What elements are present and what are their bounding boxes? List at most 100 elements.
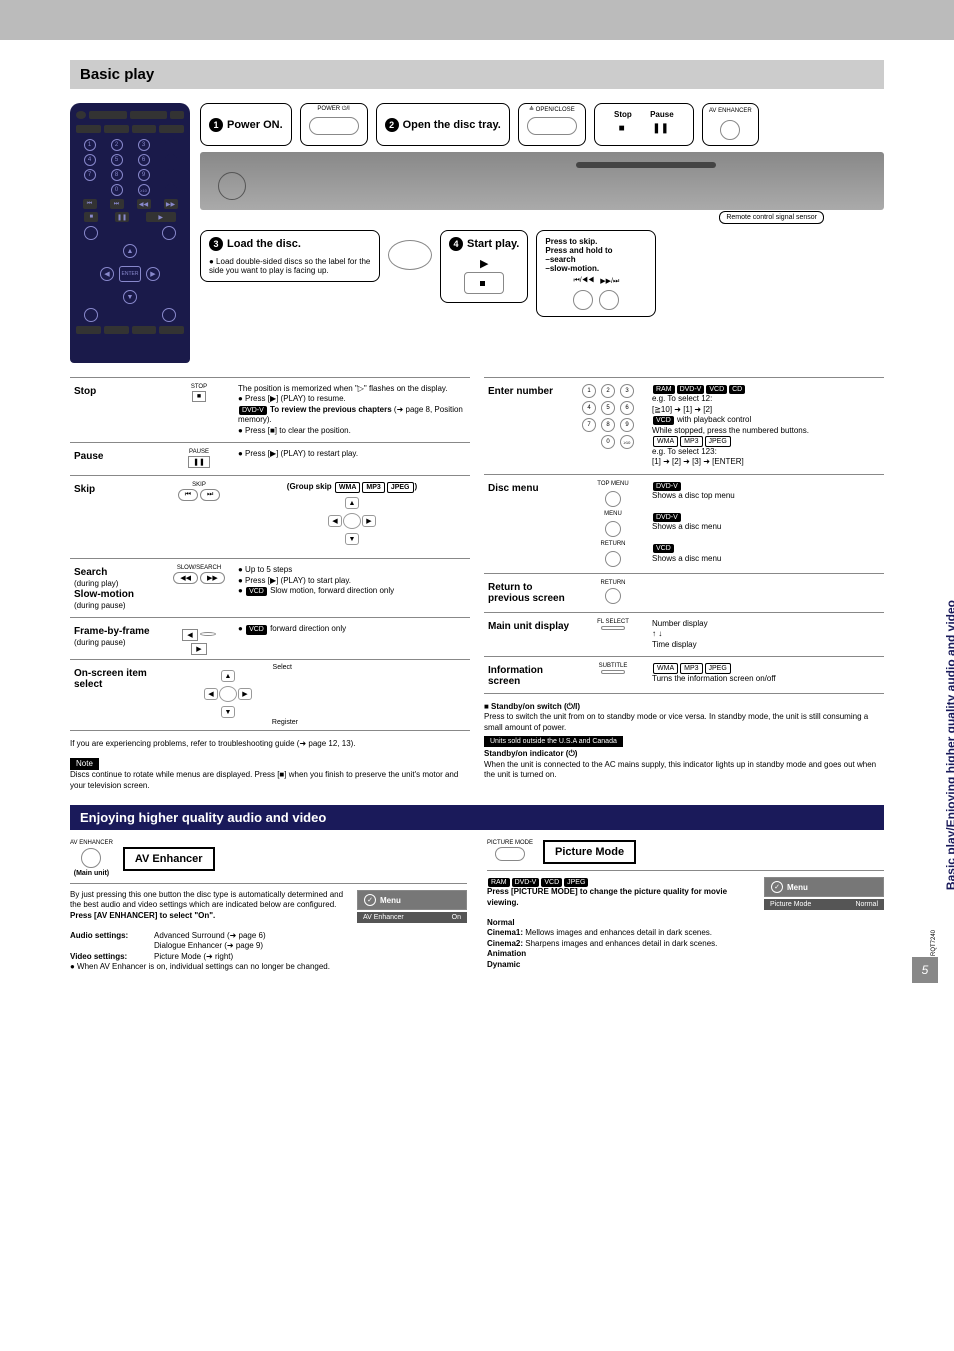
page-title: Basic play — [70, 60, 884, 89]
fl-select-button[interactable] — [601, 626, 625, 630]
main-unit-label: (Main unit) — [70, 870, 113, 877]
select-label: Select — [273, 664, 292, 671]
number-pad[interactable]: 123 456 789 0≥10 — [582, 384, 644, 449]
slow-label: –slow-motion. — [545, 264, 647, 273]
step-3-number: 3 — [209, 237, 223, 251]
return-screen-button[interactable] — [605, 588, 621, 604]
pic-dynamic: Dynamic — [487, 960, 884, 970]
header-bar — [0, 0, 954, 40]
row-onscreen-label: On-screen item select — [74, 666, 160, 690]
stop-btn-icon[interactable]: ■ — [192, 391, 206, 402]
power-button-label: POWER ⏻/I — [309, 106, 359, 113]
av-menu-row: AV EnhancerOn — [357, 912, 467, 923]
standby-switch-text: Press to switch the unit from on to stan… — [484, 712, 884, 733]
video-settings-value: Picture Mode (➜ right) — [154, 952, 233, 962]
page-content: Basic play 123 456 789 0≥10 ⏮⏭◀◀▶▶ ■❚❚▶ … — [0, 40, 954, 993]
stop-btn-label: STOP — [168, 384, 230, 390]
row-info-label: Information screen — [488, 663, 574, 687]
troubleshoot-note: If you are experiencing problems, refer … — [70, 739, 470, 749]
step-4-title: Start play. — [467, 238, 519, 250]
search-fwd-icon[interactable]: ▶▶ — [200, 572, 225, 584]
step-2-title: Open the disc tray. — [403, 119, 501, 131]
skip-instruction: Press to skip. — [545, 237, 647, 246]
pause-label: Pause — [650, 110, 674, 119]
play-button[interactable]: • — [464, 272, 504, 294]
row-skip-label: Skip — [74, 482, 160, 495]
region-badge: Units sold outside the U.S.A and Canada — [484, 736, 623, 747]
skip-prev-icon[interactable]: ⏮ — [178, 489, 198, 501]
return-button[interactable] — [605, 551, 621, 567]
standby-switch-heading: ■ Standby/on switch (⏻/I) — [484, 702, 884, 712]
search-label: –search — [545, 255, 647, 264]
search-rev-icon[interactable]: ◀◀ — [173, 572, 198, 584]
pic-feature-title: Picture Mode — [543, 840, 636, 864]
search-desc: ● Up to 5 steps● Press [▶] (PLAY) to sta… — [238, 565, 466, 596]
step-4-number: 4 — [449, 237, 463, 251]
pic-btn-label: PICTURE MODE — [487, 840, 533, 846]
step-1-number: 1 — [209, 118, 223, 132]
av-desc: By just pressing this one button the dis… — [70, 890, 343, 909]
pic-menu-row: Picture ModeNormal — [764, 899, 884, 910]
video-settings-label: Video settings: — [70, 952, 150, 962]
step-3-note: ● Load double-sided discs so the label f… — [209, 257, 371, 275]
open-button-label: ≜ OPEN/CLOSE — [527, 106, 577, 113]
note-text: Discs continue to rotate while menus are… — [70, 770, 458, 789]
enter-desc: RAMDVD-VVCDCD e.g. To select 12:[≧10] ➜ … — [652, 384, 880, 468]
row-stop-label: Stop — [74, 384, 160, 397]
pic-instruction: Press [PICTURE MODE] to change the pictu… — [487, 887, 727, 906]
pic-normal: Normal — [487, 918, 884, 928]
hold-instruction: Press and hold to — [545, 246, 647, 255]
pause-btn-icon[interactable]: ❚❚ — [188, 456, 210, 468]
prev-button[interactable] — [573, 290, 593, 310]
standby-indicator-heading: Standby/on indicator (⏻) — [484, 749, 884, 759]
audio-settings-label: Audio settings: — [70, 931, 150, 952]
row-frame-label: Frame-by-frame — [74, 626, 150, 637]
mainunit-desc: Number display↑ ↓Time display — [652, 619, 880, 650]
doc-code: RQT7240 — [931, 930, 937, 956]
info-desc: WMAMP3JPEG Turns the information screen … — [652, 663, 880, 684]
pause-btn-label: PAUSE — [168, 449, 230, 455]
pic-animation: Animation — [487, 949, 884, 959]
onscreen-dpad[interactable]: ▲▼◀▶ — [204, 670, 252, 718]
stop-label: Stop — [614, 110, 632, 119]
av-menu-box: ✓Menu — [357, 890, 467, 910]
step-1-title: Power ON. — [227, 119, 283, 131]
step-2-number: 2 — [385, 118, 399, 132]
av-enhancer-button[interactable] — [720, 120, 740, 140]
remote-illustration: 123 456 789 0≥10 ⏮⏭◀◀▶▶ ■❚❚▶ ▲▼◀▶ ENTER — [70, 103, 190, 363]
row-slow-label: Slow-motion — [74, 589, 134, 600]
skip-next-icon[interactable]: ⏭ — [200, 489, 220, 501]
av-feature-title: AV Enhancer — [123, 847, 215, 871]
dvd-player-illustration: Remote control signal sensor — [200, 152, 884, 210]
step-3-title: Load the disc. — [227, 238, 301, 250]
skip-dpad[interactable]: ▲▼◀▶ — [328, 497, 376, 545]
stop-desc: The position is memorized when "▷" flash… — [238, 384, 466, 436]
power-button[interactable] — [309, 117, 359, 135]
av-enhancer-remote-button[interactable] — [81, 848, 101, 868]
picture-mode-button[interactable] — [495, 847, 525, 861]
discmenu-desc: DVD-VShows a disc top menu DVD-VShows a … — [652, 481, 880, 564]
row-enter-label: Enter number — [488, 384, 574, 397]
note-badge: Note — [70, 758, 99, 770]
skip-btn-label: SKIP — [168, 482, 230, 488]
subtitle-button[interactable] — [601, 670, 625, 674]
row-return-label: Return to previous screen — [488, 580, 574, 604]
audio-settings-value: Advanced Surround (➜ page 6)Dialogue Enh… — [154, 931, 266, 952]
row-search-label: Search — [74, 567, 107, 578]
next-button[interactable] — [599, 290, 619, 310]
row-pause-label: Pause — [74, 449, 160, 462]
pause-desc: ● Press [▶] (PLAY) to restart play. — [238, 449, 466, 459]
side-tab-label: Basic play/Enjoying higher quality audio… — [944, 600, 954, 890]
page-number: 5 — [912, 957, 938, 983]
register-label: Register — [272, 719, 298, 726]
top-menu-button[interactable] — [605, 491, 621, 507]
menu-button[interactable] — [605, 521, 621, 537]
open-close-button[interactable] — [527, 117, 577, 135]
standby-indicator-text: When the unit is connected to the AC mai… — [484, 760, 884, 781]
av-instruction: Press [AV ENHANCER] to select "On". — [70, 911, 215, 920]
search-btn-label: SLOW/SEARCH — [168, 565, 230, 571]
pic-menu-box: ✓Menu — [764, 877, 884, 897]
av-btn-label: AV ENHANCER — [70, 840, 113, 846]
disc-tray-icon — [388, 240, 432, 270]
frame-dpad[interactable]: ◀▶ — [177, 628, 221, 646]
